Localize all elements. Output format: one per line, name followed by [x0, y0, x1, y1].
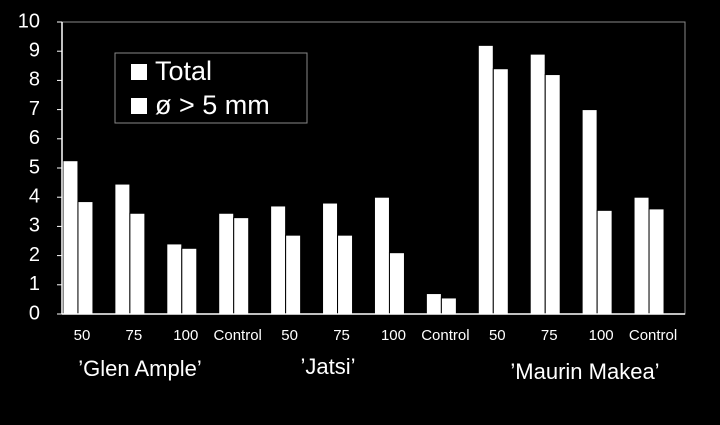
bar [596, 209, 613, 315]
y-tick-label: 3 [29, 215, 40, 237]
bar [544, 74, 561, 315]
bar [425, 293, 442, 315]
x-tick-label: 100 [381, 327, 406, 344]
y-tick-label: 2 [29, 244, 40, 266]
bar [388, 252, 405, 315]
y-tick-label: 6 [29, 127, 40, 149]
x-tick-label: 75 [333, 327, 350, 344]
bar [114, 183, 131, 315]
y-tick-label: 1 [29, 273, 40, 295]
bar [270, 205, 287, 315]
bar [492, 68, 509, 315]
legend-label: Total [155, 56, 212, 86]
x-tick-label: Control [629, 327, 677, 344]
bar [181, 247, 198, 315]
bar [285, 234, 302, 315]
bar [337, 234, 354, 315]
x-tick-label: 100 [589, 327, 614, 344]
bar [233, 217, 250, 315]
y-tick-label: 0 [29, 302, 40, 324]
x-tick-label: 100 [173, 327, 198, 344]
x-tick-label: 50 [281, 327, 298, 344]
group-label: ’Glen Ample’ [78, 356, 202, 381]
x-tick-label: 50 [74, 327, 91, 344]
y-tick-label: 7 [29, 98, 40, 120]
legend-marker [131, 98, 147, 114]
y-tick-label: 5 [29, 156, 40, 178]
x-tick-label: Control [421, 327, 469, 344]
legend-marker [131, 64, 147, 80]
bar [77, 201, 94, 315]
bar [529, 53, 546, 315]
group-label: ’Maurin Makea’ [510, 359, 659, 384]
bar [218, 212, 235, 315]
y-tick-label: 9 [29, 39, 40, 61]
bar [373, 196, 390, 315]
bar [166, 243, 183, 315]
legend-label: ø > 5 mm [155, 90, 270, 120]
bar [129, 212, 146, 315]
x-tick-label: 50 [489, 327, 506, 344]
y-tick-label: 10 [18, 10, 40, 32]
y-tick-label: 8 [29, 69, 40, 91]
bar [477, 44, 494, 315]
x-tick-label: Control [214, 327, 262, 344]
bar [648, 208, 665, 315]
bar [581, 109, 598, 315]
bar [440, 297, 457, 315]
y-tick-label: 4 [29, 185, 40, 207]
group-label: ’Jatsi’ [300, 354, 355, 379]
bar [322, 202, 339, 315]
bar [633, 196, 650, 315]
x-tick-label: 75 [126, 327, 143, 344]
bar [62, 160, 79, 315]
x-tick-label: 75 [541, 327, 558, 344]
